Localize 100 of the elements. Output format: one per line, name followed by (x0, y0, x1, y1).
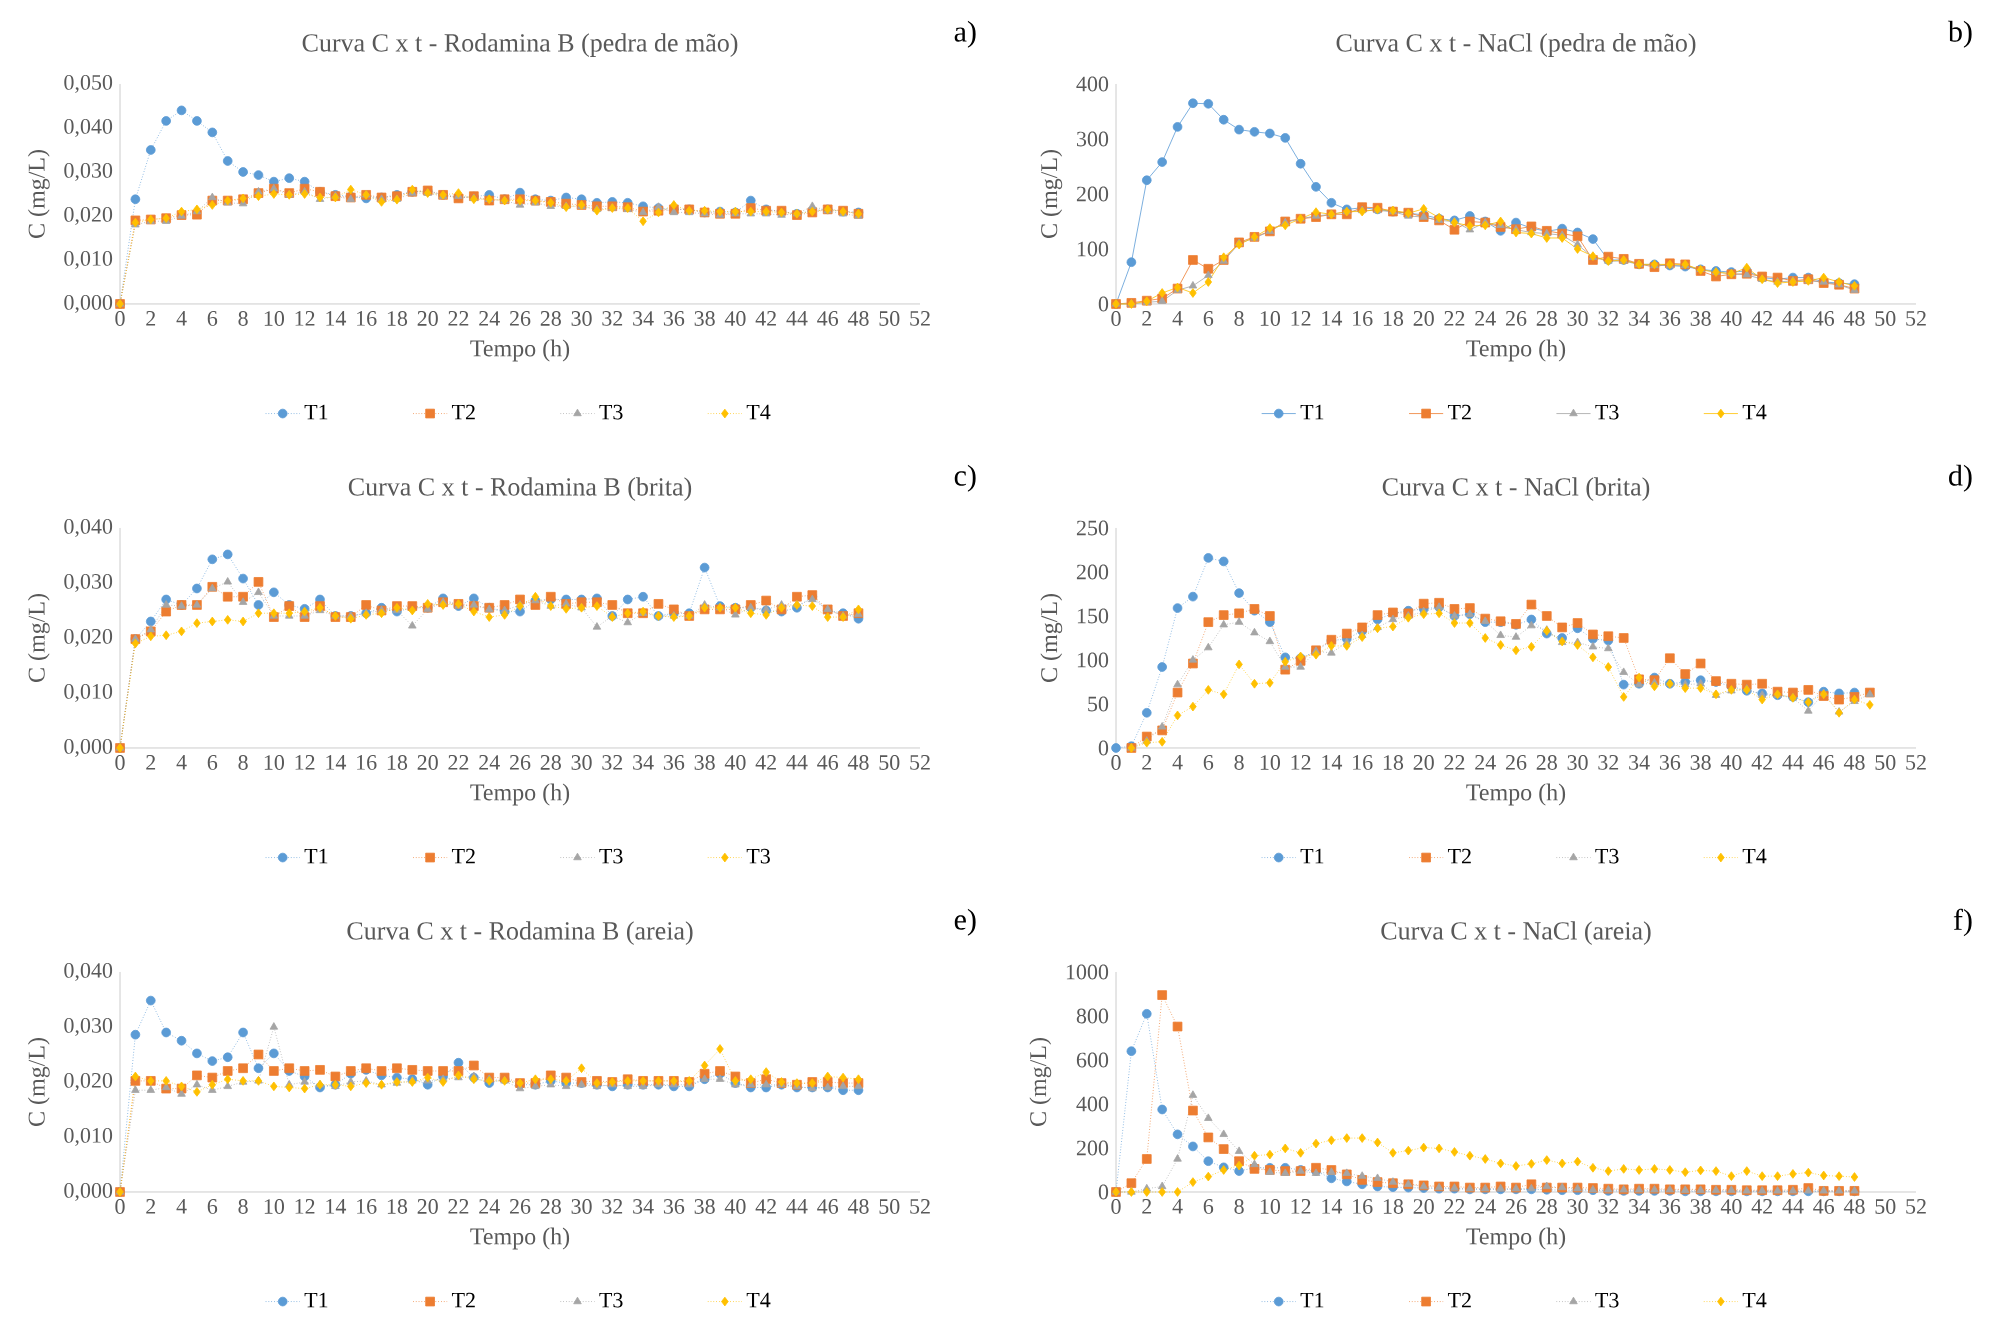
x-tick-label: 4 (176, 755, 187, 770)
x-tick-label: 50 (1875, 311, 1896, 326)
chart-title: Curva C x t - Rodamina B (pedra de mão) (302, 33, 738, 57)
x-tick-label: 48 (1843, 755, 1865, 770)
x-tick-label: 26 (1505, 755, 1527, 770)
legend-label: T1 (304, 1292, 328, 1308)
text: e) (954, 908, 976, 936)
x-tick-label: 42 (1751, 1199, 1772, 1214)
x-tick-label: 0 (1111, 1199, 1121, 1214)
x-tick-label: 12 (1291, 1199, 1311, 1214)
x-tick-label: 6 (207, 755, 218, 770)
x-tick-label: 4 (1172, 755, 1183, 770)
x-tick-label: 52 (1906, 311, 1926, 326)
legend-label: T1 (304, 848, 328, 864)
x-tick-label: 48 (847, 311, 869, 326)
chart-title: Curva C x t - Rodamina B (areia) (347, 921, 693, 945)
x-tick-label: 18 (387, 311, 408, 326)
x-tick-label: 10 (264, 755, 285, 770)
chart-title: Curva C x t - NaCl (brita) (1382, 477, 1650, 501)
x-tick-label: 48 (847, 755, 869, 770)
text: a) (954, 20, 976, 48)
x-tick-label: 26 (509, 1199, 531, 1214)
y-tick-label: 0,040 (64, 518, 113, 537)
x-tick-label: 46 (1813, 311, 1835, 326)
x-tick-label: 26 (509, 311, 531, 326)
x-tick-label: 46 (1813, 1199, 1835, 1214)
x-tick-label: 34 (633, 1199, 654, 1214)
x-tick-label: 30 (571, 755, 592, 770)
x-tick-label: 10 (1260, 311, 1281, 326)
legend-label: T1 (1300, 848, 1324, 864)
x-axis-title: Tempo (h) (470, 1227, 570, 1250)
x-tick-label: 26 (509, 755, 531, 770)
x-tick-label: 12 (295, 755, 315, 770)
x-tick-label: 8 (238, 311, 248, 326)
x-tick-label: 12 (295, 311, 315, 326)
x-tick-label: 28 (540, 311, 561, 326)
y-tick-label: 0 (1098, 740, 1109, 756)
y-tick-label: 0,000 (64, 738, 113, 757)
legend-label: T4 (1742, 404, 1767, 420)
y-tick-label: 0,030 (64, 1017, 113, 1036)
text: d) (1949, 464, 1972, 492)
y-tick-label: 0 (1098, 296, 1109, 312)
x-tick-label: 8 (1234, 311, 1244, 326)
y-tick-label: 200 (1076, 186, 1109, 202)
x-tick-label: 20 (417, 311, 438, 326)
y-tick-label: 0,000 (64, 294, 113, 313)
x-tick-label: 38 (1690, 1199, 1711, 1214)
x-tick-label: 52 (910, 311, 930, 326)
x-tick-label: 24 (479, 755, 500, 770)
x-tick-label: 0 (115, 1199, 125, 1214)
x-tick-label: 36 (1659, 311, 1681, 326)
x-tick-label: 34 (1629, 755, 1650, 770)
legend-label: T3 (746, 848, 770, 864)
y-tick-label: 100 (1077, 241, 1109, 257)
x-tick-label: 32 (602, 311, 623, 326)
x-tick-label: 34 (1629, 311, 1650, 326)
x-tick-label: 18 (387, 755, 408, 770)
y-tick-label: 400 (1076, 1096, 1109, 1112)
x-tick-label: 34 (1629, 1199, 1650, 1214)
text: b) (1947, 20, 1972, 48)
x-tick-label: 4 (1172, 311, 1183, 326)
x-tick-label: 24 (479, 311, 500, 326)
x-tick-label: 12 (295, 1199, 315, 1214)
legend-label: T2 (1447, 404, 1471, 420)
y-tick-label: 1000 (1066, 964, 1109, 980)
x-tick-label: 30 (571, 311, 592, 326)
x-tick-label: 42 (755, 755, 776, 770)
y-tick-label: 400 (1076, 76, 1109, 92)
x-tick-label: 16 (357, 1199, 377, 1214)
x-tick-label: 6 (207, 311, 218, 326)
x-tick-label: 50 (1875, 1199, 1896, 1214)
x-tick-label: 14 (326, 755, 347, 770)
chart-title: Curva C x t - Rodamina B (brita) (348, 477, 692, 501)
y-tick-label: 0,030 (64, 573, 113, 592)
x-axis-title: Tempo (h) (1466, 1227, 1566, 1250)
y-tick-label: 250 (1076, 520, 1109, 536)
x-tick-label: 10 (264, 311, 285, 326)
x-tick-label: 20 (417, 755, 438, 770)
x-tick-label: 26 (1505, 1199, 1527, 1214)
x-axis-title: Tempo (h) (470, 339, 570, 362)
text: f) (1953, 908, 1972, 937)
x-tick-label: 18 (387, 1199, 408, 1214)
x-tick-label: 38 (1690, 755, 1711, 770)
x-tick-label: 36 (1659, 1199, 1681, 1214)
x-tick-label: 0 (115, 311, 125, 326)
x-tick-label: 24 (1475, 1199, 1496, 1214)
x-tick-label: 44 (786, 755, 808, 770)
x-tick-label: 48 (1843, 311, 1865, 326)
x-tick-label: 4 (1172, 1199, 1183, 1214)
y-tick-label: 0,010 (64, 250, 113, 269)
x-tick-label: 32 (602, 755, 623, 770)
x-tick-label: 10 (1260, 1199, 1281, 1214)
legend-label: T1 (1300, 1292, 1324, 1308)
y-axis-title: C (mg/L) (27, 150, 50, 238)
y-tick-label: 100 (1077, 652, 1109, 668)
x-tick-label: 36 (663, 755, 685, 770)
x-tick-label: 28 (540, 1199, 561, 1214)
x-tick-label: 8 (238, 1199, 248, 1214)
x-tick-label: 8 (238, 755, 248, 770)
x-tick-label: 16 (1353, 1199, 1373, 1214)
